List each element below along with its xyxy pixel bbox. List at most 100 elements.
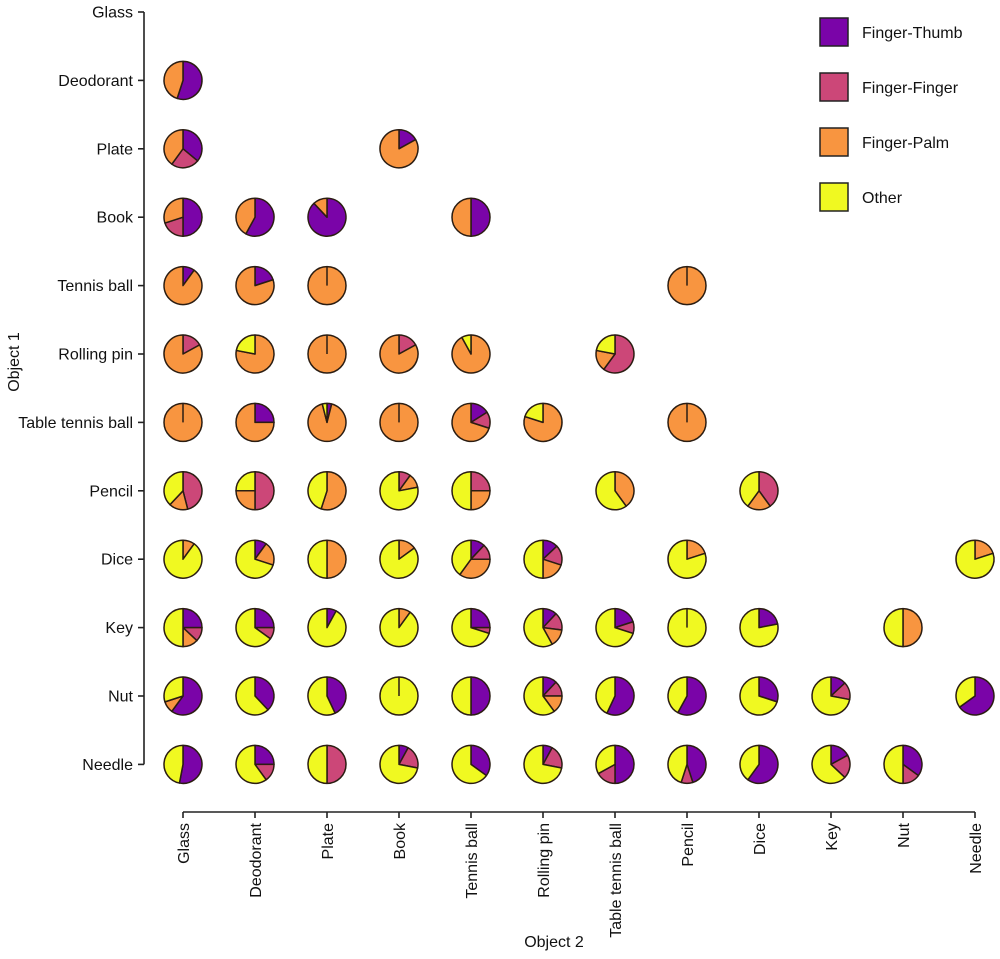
pie <box>451 539 491 579</box>
pie <box>739 471 779 511</box>
pie-slice-other <box>307 744 328 785</box>
pie-slice-finger-finger <box>603 334 635 374</box>
pie-slice-finger-palm <box>451 197 472 237</box>
pie-slice-other <box>235 539 274 579</box>
pie <box>307 676 347 716</box>
pie-slice-finger-thumb <box>686 744 707 784</box>
pie <box>307 334 347 374</box>
y-tick-label: Rolling pin <box>58 347 133 364</box>
pie-slice-other <box>523 744 563 785</box>
legend-item: Finger-Palm <box>819 127 949 157</box>
pie <box>523 607 563 648</box>
pie <box>163 676 203 716</box>
pie-slice-finger-finger <box>326 744 347 785</box>
pie <box>307 539 347 579</box>
pie <box>163 471 203 511</box>
pie <box>667 607 707 648</box>
pie-slice-other <box>307 676 336 716</box>
pie-slice-other <box>451 607 490 648</box>
y-tick-label: Table tennis ball <box>18 415 133 432</box>
pie-slice-other <box>163 744 184 784</box>
pie-slice-finger-thumb <box>254 607 275 629</box>
pie-slice-other <box>163 471 184 506</box>
y-tick-label: Dice <box>101 552 133 569</box>
pie-slice-finger-finger <box>254 471 275 511</box>
pie <box>451 334 491 374</box>
pie-slice-finger-palm <box>379 334 419 374</box>
pie-slice-finger-palm <box>379 129 419 169</box>
pie <box>451 676 491 716</box>
pie-slice-other <box>739 471 760 507</box>
pie-slice-other <box>524 402 544 424</box>
pie <box>235 744 275 785</box>
pie-slice-other <box>379 471 419 511</box>
pie-slice-finger-finger <box>470 471 491 492</box>
y-tick-label: Nut <box>108 689 133 706</box>
pie <box>595 744 635 785</box>
pie-slice-finger-palm <box>470 490 491 511</box>
pie-slice-other <box>451 676 472 716</box>
pie-slice-other <box>811 676 851 716</box>
pies <box>163 60 995 785</box>
legend: Finger-Thumb Finger-Finger Finger-Palm Othe… <box>819 17 963 212</box>
pie-slice-finger-palm <box>163 197 184 224</box>
pie-slice-other <box>883 744 904 785</box>
pie-slice-finger-palm <box>235 490 256 511</box>
pie <box>451 402 491 443</box>
pie <box>811 676 851 716</box>
x-tick-label: Needle <box>968 823 985 874</box>
pie-slice-finger-palm <box>326 539 347 579</box>
pie-slice-finger-thumb <box>182 197 203 237</box>
pie <box>379 129 419 169</box>
pie <box>163 402 203 443</box>
pie-slice-finger-palm <box>313 197 328 218</box>
x-tick-label: Table tennis ball <box>608 823 625 938</box>
pie-slice-finger-thumb <box>747 744 779 785</box>
pie <box>811 744 851 785</box>
pie-slice-finger-thumb <box>677 676 707 716</box>
pie-slice-finger-palm <box>902 607 923 648</box>
legend-item: Finger-Thumb <box>819 17 963 47</box>
pie <box>235 471 275 511</box>
pie <box>739 607 779 648</box>
pie-slice-other <box>379 744 419 785</box>
pie <box>451 607 491 648</box>
pie <box>667 744 707 785</box>
pie-slice-finger-thumb <box>254 744 275 766</box>
pie-slice-finger-palm <box>163 265 203 306</box>
pie-slice-other <box>461 334 472 355</box>
pie-slice-other <box>883 607 904 648</box>
pie-slice-other <box>163 539 203 579</box>
pie <box>307 402 347 443</box>
legend-label: Other <box>862 190 903 207</box>
pie-slice-other <box>595 471 627 511</box>
pie-slice-finger-palm <box>235 265 275 306</box>
x-tick-label: Pencil <box>680 823 697 867</box>
x-tick-label: Glass <box>176 823 193 864</box>
pie-slice-finger-thumb <box>470 607 491 629</box>
pie <box>379 539 419 579</box>
pie <box>595 676 635 716</box>
pie-slice-finger-thumb <box>182 607 203 629</box>
pie-slice-finger-thumb <box>470 744 491 777</box>
pie <box>379 744 419 785</box>
legend-swatch <box>819 17 849 47</box>
y-tick-label: Book <box>97 210 134 227</box>
pie-slice-finger-thumb <box>254 676 275 711</box>
pie-slice-other <box>811 744 846 785</box>
pie <box>235 265 275 306</box>
pie <box>595 471 635 511</box>
pie <box>379 471 419 511</box>
pie <box>163 744 203 785</box>
pie-slice-other <box>739 744 760 781</box>
x-axis-label: Object 2 <box>524 934 584 951</box>
pie <box>163 607 203 648</box>
pie <box>523 676 563 716</box>
pie <box>667 539 707 579</box>
pie-slice-finger-palm <box>459 558 491 579</box>
y-tick-label: Deodorant <box>58 73 133 90</box>
pie <box>235 676 275 716</box>
y-axis-label: Object 1 <box>6 332 23 392</box>
pie-slice-finger-finger <box>758 471 779 507</box>
